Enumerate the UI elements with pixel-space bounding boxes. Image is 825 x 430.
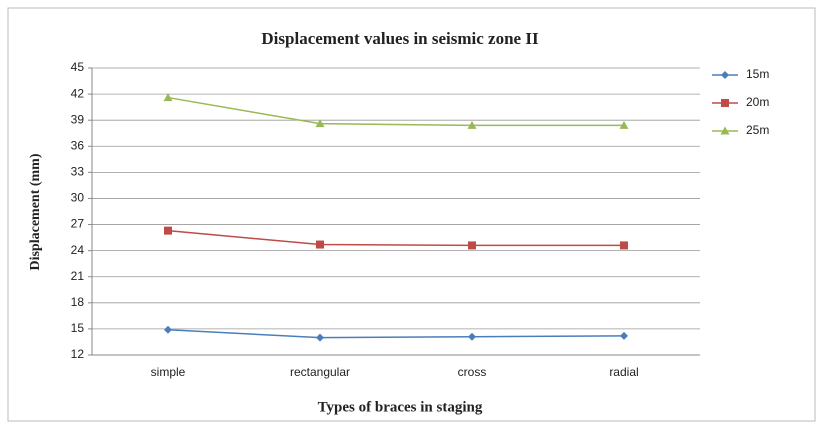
marker [620,331,628,340]
marker [468,332,476,341]
y-tick-label: 45 [71,60,85,74]
x-tick-label: rectangular [290,365,350,379]
marker [620,241,628,250]
y-tick-label: 12 [71,347,85,361]
marker [315,119,325,128]
marker [316,333,324,342]
y-tick-label: 36 [71,138,85,152]
marker [619,120,629,129]
marker [721,71,729,79]
legend-label: 15m [746,67,769,81]
marker [164,226,172,235]
y-axis-label: Displacement (mm) [28,153,43,270]
y-tick-label: 33 [71,165,85,179]
y-tick-label: 42 [71,86,85,100]
series-line [167,96,624,127]
marker [316,240,324,249]
chart-title: Displacement values in seismic zone II [261,29,539,48]
marker [468,241,476,250]
y-tick-label: 27 [71,217,85,231]
marker [467,120,477,129]
x-tick-label: radial [609,365,638,379]
series-line [167,229,624,247]
y-tick-label: 15 [71,321,85,335]
y-tick-label: 18 [71,295,85,309]
x-axis-label: Types of braces in staging [318,399,483,415]
y-tick-label: 24 [71,243,85,257]
legend-label: 20m [746,95,769,109]
legend-label: 25m [746,123,769,137]
marker [720,126,730,135]
marker [164,325,172,334]
marker [721,99,729,107]
chart-border [7,7,816,422]
x-tick-label: cross [458,365,487,379]
y-tick-label: 39 [71,112,85,126]
x-tick-label: simple [151,365,186,379]
marker [163,93,173,102]
y-tick-label: 30 [71,191,85,205]
series-line [167,329,625,339]
y-tick-label: 21 [71,269,85,283]
